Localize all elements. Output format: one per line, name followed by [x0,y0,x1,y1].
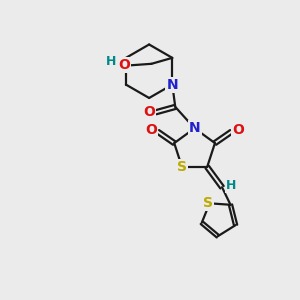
Text: S: S [203,196,213,210]
Text: N: N [189,121,200,135]
Text: O: O [118,58,130,72]
Text: H: H [226,179,236,192]
Text: O: O [232,123,244,137]
Text: O: O [146,123,157,137]
Text: S: S [177,160,187,174]
Text: H: H [106,55,116,68]
Text: O: O [143,105,155,119]
Text: N: N [167,78,178,92]
